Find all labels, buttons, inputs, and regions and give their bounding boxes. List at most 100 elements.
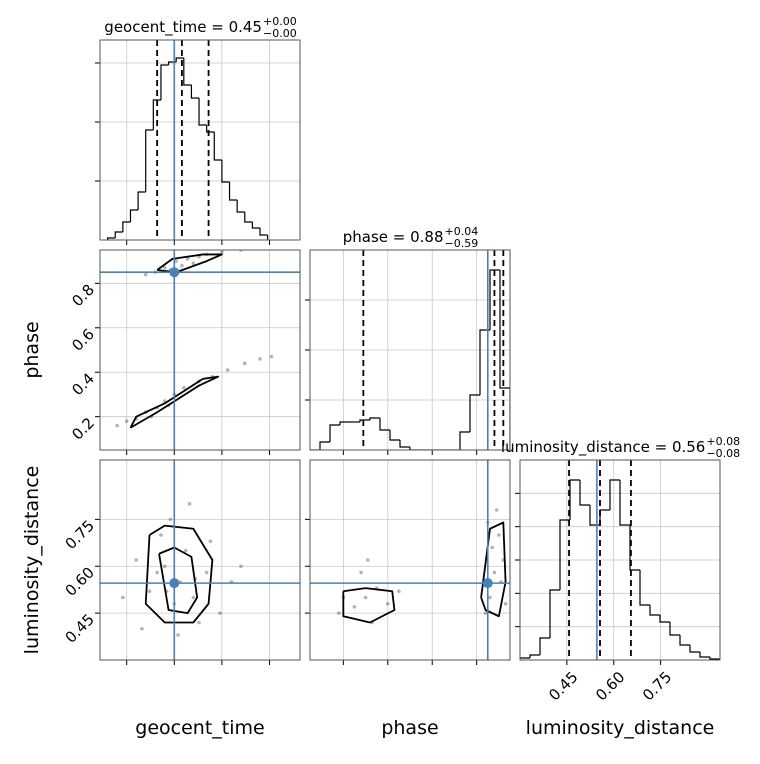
- hist-step: [319, 441, 330, 450]
- sample-point: [208, 539, 213, 544]
- hist-step: [228, 182, 238, 201]
- hist-step: [145, 129, 154, 192]
- y-tick-label: 0.45: [62, 610, 98, 646]
- title-upper: +0.04: [445, 225, 479, 238]
- hist-step: [339, 421, 350, 425]
- y-tick-label: 0.4: [68, 370, 98, 400]
- hist-step: [137, 191, 146, 211]
- sample-point: [352, 605, 357, 609]
- sample-point: [185, 257, 190, 261]
- title-upper: +0.00: [263, 15, 297, 28]
- panel: [100, 460, 300, 660]
- y-axis-label: phase: [21, 321, 43, 378]
- sample-point: [180, 263, 184, 268]
- sample-point: [218, 611, 222, 615]
- hist-step: [689, 645, 700, 653]
- hist-step: [520, 657, 530, 660]
- truth-point: [169, 578, 180, 589]
- hist-step: [379, 418, 390, 431]
- hist-step: [699, 652, 710, 658]
- sample-point: [494, 508, 499, 512]
- hist-step: [107, 237, 116, 240]
- hist-step: [251, 222, 260, 229]
- sample-point: [162, 265, 167, 270]
- hist-step: [599, 509, 610, 525]
- title-lower: −0.59: [445, 237, 479, 250]
- contour: [480, 521, 507, 618]
- sample-point: [385, 601, 390, 606]
- sample-point: [191, 261, 196, 266]
- title-lower: −0.00: [263, 27, 297, 40]
- sample-point: [490, 545, 495, 550]
- hist-step: [206, 125, 215, 133]
- hist-step: [221, 160, 230, 183]
- sample-point: [147, 589, 152, 594]
- sample-point: [183, 548, 188, 553]
- y-tick-label: 0.6: [68, 325, 98, 355]
- sample-point: [162, 564, 167, 569]
- sample-point: [220, 250, 224, 255]
- x-tick-label: 0.45: [545, 668, 581, 704]
- hist-step: [579, 480, 590, 506]
- panel-frame: [99, 39, 301, 241]
- hist-step: [329, 424, 340, 442]
- hist-step: [589, 505, 600, 526]
- y-tick-label: 0.75: [62, 517, 98, 553]
- hist-step: [244, 211, 253, 223]
- hist-step: [389, 430, 400, 441]
- hist-step: [679, 635, 690, 646]
- hist-step: [499, 270, 510, 389]
- hist-step: [619, 480, 630, 526]
- hist-step: [559, 519, 570, 590]
- y-tick-label: 0.2: [68, 414, 98, 444]
- sample-point: [365, 558, 370, 562]
- truth-point: [169, 267, 180, 278]
- panel-title: phase = 0.88: [343, 228, 444, 246]
- panel-title: geocent_time = 0.45: [104, 18, 262, 37]
- hist-step: [129, 209, 139, 223]
- sample-point: [239, 564, 243, 569]
- sample-point: [143, 272, 148, 277]
- x-tick-label: 0.75: [639, 668, 675, 704]
- hist-step: [359, 419, 370, 422]
- sample-point: [187, 501, 192, 506]
- hist-step: [659, 615, 670, 623]
- hist-step: [459, 431, 470, 450]
- panel-frame: [99, 249, 301, 451]
- sample-point: [204, 570, 209, 575]
- title-upper: +0.08: [706, 435, 740, 448]
- y-tick-label: 0.60: [62, 564, 98, 600]
- hist-step: [469, 394, 480, 432]
- hist-step: [122, 221, 131, 232]
- hist-step: [539, 637, 550, 655]
- sample-point: [397, 589, 401, 594]
- hist-step: [160, 64, 169, 100]
- sample-point: [155, 570, 159, 575]
- hist-step: [609, 479, 620, 510]
- panel-title: luminosity_distance = 0.56: [501, 438, 705, 457]
- sample-point: [115, 423, 119, 428]
- panel-frame: [309, 459, 511, 661]
- sample-point: [140, 626, 144, 631]
- sample-point: [124, 419, 129, 423]
- panel-frame: [519, 459, 721, 661]
- contour: [342, 587, 396, 624]
- panel: [100, 250, 300, 450]
- sample-point: [121, 595, 125, 600]
- hist-step: [669, 622, 680, 636]
- contour: [144, 524, 214, 624]
- sample-point: [197, 620, 201, 625]
- x-axis-label: phase: [381, 717, 438, 739]
- sample-point: [269, 354, 274, 359]
- hist-step: [236, 200, 245, 213]
- sample-point: [337, 611, 341, 615]
- x-axis-label: luminosity_distance: [526, 717, 715, 739]
- hist-step: [409, 447, 420, 450]
- sample-point: [503, 601, 508, 606]
- panel-frame: [99, 459, 301, 661]
- sample-point: [168, 517, 173, 522]
- hist-step: [175, 57, 184, 63]
- sample-point: [176, 633, 180, 637]
- sample-point: [497, 533, 501, 537]
